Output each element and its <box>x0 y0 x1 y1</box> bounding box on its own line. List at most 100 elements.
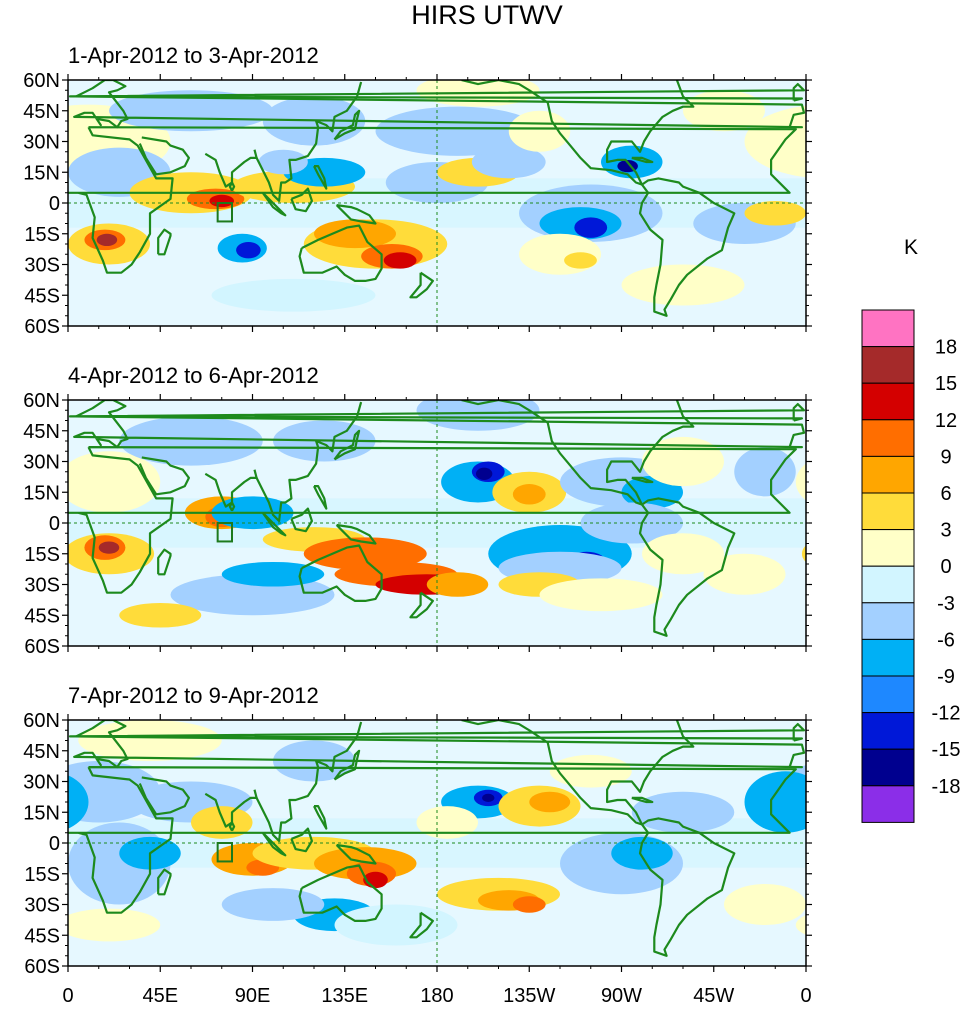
coastline <box>228 501 236 512</box>
coastline <box>261 512 287 537</box>
anomaly-contour <box>0 265 7 306</box>
anomaly-contour <box>314 219 396 249</box>
colorbar-level-label: 0 <box>940 556 951 578</box>
anomaly-contour <box>795 463 806 501</box>
colorbar-swatch <box>861 346 915 384</box>
anomaly-contour <box>68 451 161 513</box>
map-panel-1: 1-Apr-2012 to 3-Apr-2012 60N 45N 30N 15N 0 15S… <box>0 43 964 338</box>
anomaly-contour <box>960 562 964 587</box>
anomaly-contour <box>857 837 919 870</box>
colorbar-swatch <box>861 602 915 640</box>
coastline <box>157 228 172 256</box>
colorbar-swatch <box>861 309 915 348</box>
colorbar-level-label: -18 <box>932 776 961 798</box>
colorbar: K 18 15 12 9 6 3 0 -3 -6 -9 -12 -15 -18 <box>861 236 961 823</box>
coastline <box>631 476 654 484</box>
map-panel-2: 4-Apr-2012 to 6-Apr-2012 60N 45N 30N 15N 0 15S… <box>23 363 964 658</box>
anomaly-contour <box>78 720 222 761</box>
coastline <box>157 548 172 576</box>
anomaly-contour <box>847 90 964 131</box>
coastline <box>138 456 190 496</box>
coastline <box>335 523 377 545</box>
anomaly-contour <box>822 230 863 251</box>
anomaly-contour <box>68 908 161 942</box>
colorbar-level-label: 9 <box>940 446 951 468</box>
colorbar-level-label: 18 <box>935 337 957 359</box>
anomaly-contour <box>211 278 376 312</box>
coastline <box>631 156 654 164</box>
anomaly-contour <box>724 884 806 925</box>
lon-tick-label: 135W <box>503 985 555 1007</box>
anomaly-field <box>68 720 964 966</box>
lat-tick-label: 15S <box>24 544 60 566</box>
lat-tick-label: 45S <box>24 605 60 627</box>
anomaly-contour <box>950 279 964 312</box>
lon-tick-label: 0 <box>62 985 73 1007</box>
lat-tick-label: 15S <box>24 864 60 886</box>
colorbar-level-label: 3 <box>940 520 951 542</box>
colorbar-swatch <box>861 748 915 787</box>
colorbar-level-label: -9 <box>937 666 955 688</box>
coastline <box>138 776 190 816</box>
coastline <box>333 109 361 141</box>
anomaly-contour <box>119 602 202 628</box>
anomaly-contour <box>98 541 120 554</box>
anomaly-field <box>0 80 964 326</box>
coastline <box>409 591 434 619</box>
anomaly-contour <box>960 888 964 921</box>
anomaly-contour <box>801 545 806 563</box>
colorbar-unit-label: K <box>904 236 918 259</box>
coastline <box>333 429 361 461</box>
coastline <box>335 204 377 225</box>
anomaly-contour <box>744 200 806 226</box>
colorbar-swatch <box>861 419 915 457</box>
lon-tick-label: 90W <box>601 985 642 1007</box>
coastline <box>335 843 377 865</box>
colorbar-level-label: 6 <box>940 483 951 505</box>
lon-tick-label: 90E <box>235 985 271 1007</box>
coastline <box>333 749 361 781</box>
coastline <box>409 271 434 299</box>
colorbar-swatch <box>861 492 915 531</box>
anomaly-contour <box>574 217 608 238</box>
anomaly-contour <box>426 572 489 597</box>
colorbar-swatch <box>861 638 915 677</box>
anomaly-contour <box>950 496 964 529</box>
coastline <box>204 789 258 828</box>
anomaly-contour <box>109 90 273 132</box>
lat-tick-label: 45N <box>23 421 60 443</box>
anomaly-contour <box>416 400 540 431</box>
lon-tick-label: 0 <box>800 985 811 1007</box>
coastline <box>298 224 383 282</box>
coastline <box>68 126 797 274</box>
lat-tick-label: 45S <box>24 925 60 947</box>
anomaly-contour <box>929 806 964 839</box>
panel-date-label: 1-Apr-2012 to 3-Apr-2012 <box>68 43 319 68</box>
panel-date-label: 7-Apr-2012 to 9-Apr-2012 <box>68 683 319 708</box>
coastline <box>409 911 434 939</box>
region-highlight-box <box>216 202 233 223</box>
coastline <box>290 507 313 533</box>
anomaly-contour <box>806 823 909 905</box>
lat-tick-label: 60S <box>24 636 60 658</box>
lat-tick-label: 0 <box>49 193 60 215</box>
coastline <box>255 81 363 202</box>
anomaly-contour <box>529 791 571 813</box>
colorbar-swatch <box>861 382 915 421</box>
anomaly-contour <box>925 189 964 210</box>
colorbar-swatch <box>861 529 915 567</box>
coastline <box>138 136 190 176</box>
anomaly-contour <box>683 90 765 132</box>
coastline <box>68 403 806 422</box>
anomaly-contour <box>631 791 735 833</box>
lon-tick-label: 45W <box>693 985 734 1007</box>
anomaly-contour <box>744 771 806 833</box>
region-highlight-box <box>216 522 233 543</box>
colorbar-level-label: 15 <box>935 373 957 395</box>
colorbar-level-label: -15 <box>932 739 961 761</box>
anomaly-contour <box>947 195 964 207</box>
coastline <box>255 721 363 843</box>
coastline <box>255 401 363 523</box>
anomaly-contour <box>806 224 888 265</box>
